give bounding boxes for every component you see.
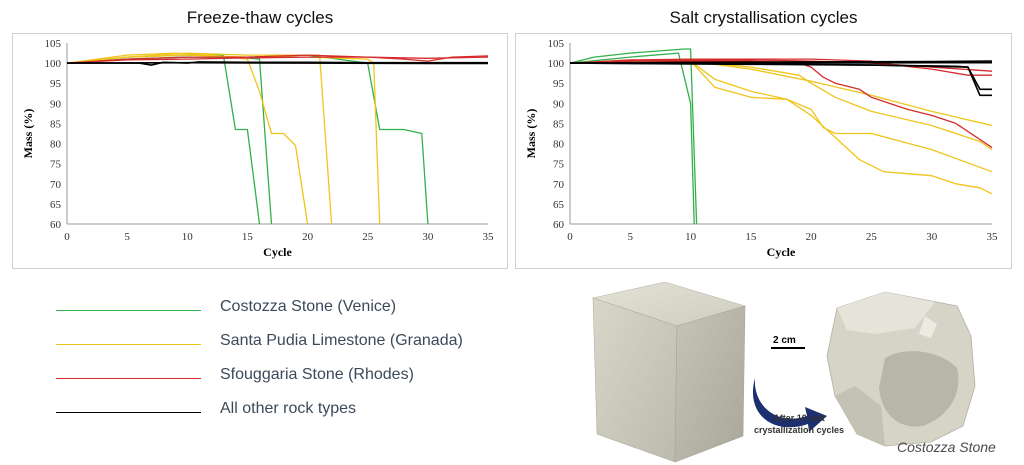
scale-label: 2 cm	[773, 335, 796, 346]
series-line-sfouggaria	[66, 54, 489, 64]
y-tick-label: 75	[50, 159, 62, 171]
y-tick-label: 100	[548, 58, 565, 70]
y-tick-label: 80	[50, 139, 62, 151]
x-tick-label: 0	[567, 231, 573, 243]
x-tick-label: 10	[182, 231, 194, 243]
y-tick-label: 75	[553, 159, 565, 171]
degraded-stone	[826, 291, 976, 447]
y-tick-label: 90	[553, 98, 565, 110]
x-tick-label: 35	[987, 231, 999, 243]
legend-label-santa-pudia: Santa Pudia Limestone (Granada)	[220, 332, 463, 349]
x-tick-label: 35	[483, 231, 495, 243]
series-line-sfouggaria	[569, 58, 992, 76]
legend-label-other: All other rock types	[220, 400, 357, 417]
freeze-thaw-chart: 60 65 70 75 80 85 90 95 100 105 0 5 10 15 20 25 30 35 Cycl…	[12, 33, 508, 269]
stone-photo-panel: 2 cm After 10 salt crystallization cycle…	[585, 276, 1020, 465]
x-tick-label: 15	[242, 231, 254, 243]
x-tick-label: 20	[302, 231, 314, 243]
x-tick-label: 25	[362, 231, 374, 243]
y-tick-label: 105	[548, 38, 565, 50]
chart-title-salt: Salt crystallisation cycles	[669, 8, 858, 27]
y-tick-label: 95	[50, 78, 62, 90]
x-tick-label: 5	[124, 231, 130, 243]
series-line-other	[66, 61, 488, 65]
chart-frame	[515, 33, 1012, 269]
series-line-costozza	[569, 48, 698, 225]
x-tick-label: 0	[64, 231, 70, 243]
series-line-costozza	[569, 52, 695, 225]
legend-swatch-sfouggaria	[56, 378, 201, 379]
y-tick-label: 65	[50, 199, 62, 211]
x-tick-label: 15	[745, 231, 757, 243]
y-tick-label: 65	[553, 199, 565, 211]
series-line-santa-pudia	[569, 60, 993, 195]
y-tick-label: 80	[553, 139, 565, 151]
series-line-other	[569, 62, 992, 91]
legend-swatch-santa-pudia	[56, 344, 201, 345]
y-tick-label: 70	[553, 179, 565, 191]
y-tick-label: 85	[50, 118, 62, 130]
salt-crystallisation-chart: 60 65 70 75 80 85 90 95 100 105 0 5 10 15 20 25 30 35 Cycl…	[515, 33, 1012, 269]
y-axis-label: Mass (%)	[21, 109, 35, 159]
y-tick-label: 85	[553, 118, 565, 130]
intact-stone-cube	[591, 281, 747, 463]
legend-label-costozza: Costozza Stone (Venice)	[220, 298, 397, 315]
y-tick-label: 90	[50, 98, 62, 110]
series-line-sfouggaria	[569, 60, 993, 149]
x-tick-label: 25	[866, 231, 878, 243]
stone-name-label: Costozza Stone	[897, 439, 996, 455]
y-tick-label: 100	[45, 58, 62, 70]
x-tick-label: 30	[926, 231, 938, 243]
y-tick-label: 60	[553, 219, 565, 231]
legend-swatch-costozza	[56, 310, 201, 311]
x-axis-label: Cycle	[767, 245, 796, 259]
series-line-sfouggaria	[66, 56, 489, 64]
x-tick-label: 5	[628, 231, 634, 243]
x-tick-label: 20	[806, 231, 818, 243]
stone-comparison-image	[591, 281, 976, 463]
y-tick-label: 105	[45, 38, 62, 50]
y-axis-label: Mass (%)	[524, 109, 538, 159]
x-axis-label: Cycle	[263, 245, 292, 259]
x-tick-label: 30	[422, 231, 434, 243]
y-tick-label: 60	[50, 219, 62, 231]
y-tick-label: 95	[553, 78, 565, 90]
chart-title-freeze-thaw: Freeze-thaw cycles	[186, 8, 334, 27]
series-line-santa-pudia	[66, 52, 309, 225]
x-tick-label: 10	[685, 231, 697, 243]
after-cycles-label: After 10 salt crystallization cycles	[753, 413, 845, 435]
y-tick-label: 70	[50, 179, 62, 191]
curved-arrow-icon	[752, 378, 827, 432]
legend-swatch-other	[56, 412, 201, 413]
legend-label-sfouggaria: Sfouggaria Stone (Rhodes)	[220, 366, 414, 383]
